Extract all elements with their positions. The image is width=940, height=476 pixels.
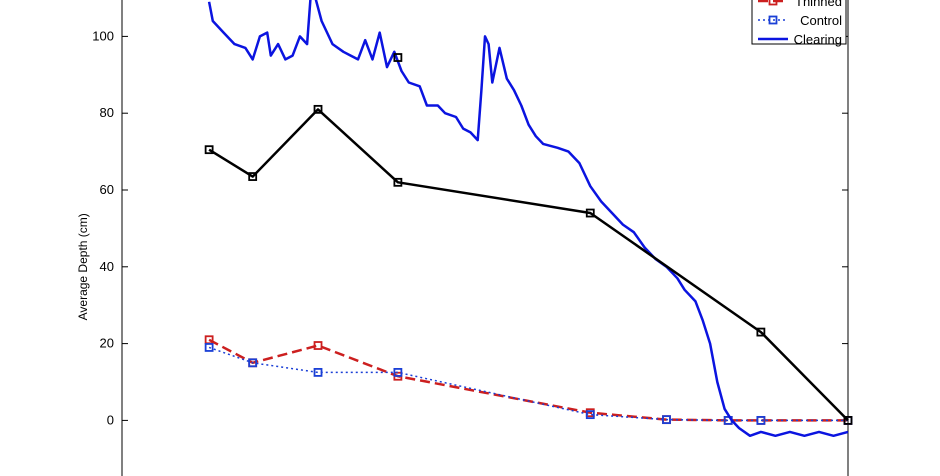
- y-tick-label: 80: [100, 105, 114, 120]
- legend-entry-clearing: Clearing: [758, 32, 842, 47]
- legend-label: Control: [800, 13, 842, 28]
- y-tick-label: 0: [107, 412, 114, 427]
- y-tick-label: 20: [100, 336, 114, 351]
- data-point: [756, 327, 766, 337]
- data-point: [313, 104, 323, 114]
- series-unlabeled-3: [204, 104, 853, 425]
- y-axis-ticks: 0 20 40 60 80 100: [92, 28, 848, 427]
- y-axis-label: Average Depth (cm): [76, 213, 90, 320]
- legend-entry-control: Control: [758, 13, 842, 28]
- plot-area: [121, 0, 849, 476]
- legend-entry-thinned: Thinned: [758, 0, 842, 9]
- series-line: [208, 338, 848, 422]
- data-point: [248, 358, 258, 368]
- data-point: [204, 343, 214, 352]
- data-point: [393, 367, 403, 377]
- data-point: [393, 53, 403, 62]
- y-tick-label: 40: [100, 259, 114, 274]
- legend-label: Clearing: [794, 32, 842, 47]
- y-tick-label: 100: [92, 28, 114, 43]
- data-point: [662, 415, 671, 425]
- y-tick-label: 60: [100, 182, 114, 197]
- series-line: [208, 108, 849, 422]
- legend-label: Thinned: [795, 0, 842, 9]
- data-point: [585, 410, 595, 420]
- legend: Thinned Control Clearing: [751, 0, 847, 47]
- legend-box: [751, 0, 847, 45]
- data-point: [313, 367, 323, 377]
- data-point: [756, 415, 766, 425]
- data-point: [248, 172, 258, 181]
- series-clearing: [207, 0, 849, 438]
- series-line: [207, 0, 849, 438]
- data-point: [843, 415, 853, 425]
- data-point: [313, 341, 323, 350]
- data-point: [585, 208, 595, 218]
- legend-marker: [768, 15, 778, 25]
- series-layer: [204, 0, 853, 438]
- data-point: [393, 177, 403, 187]
- legend-marker: [768, 0, 778, 6]
- data-point: [204, 145, 214, 155]
